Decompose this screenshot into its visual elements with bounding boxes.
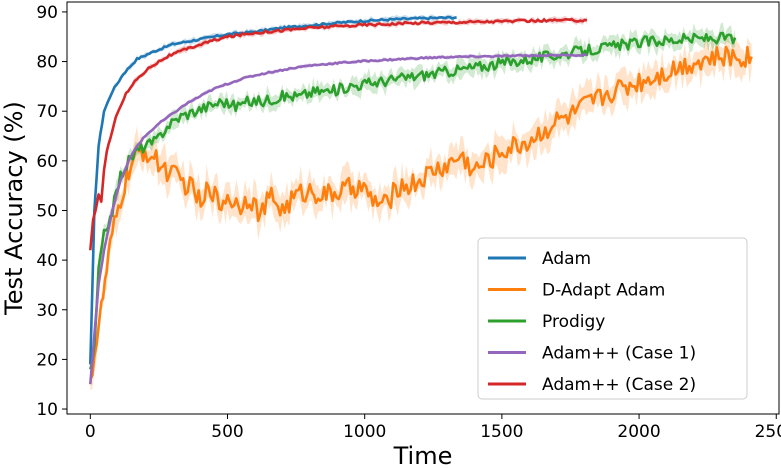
x-tick-label: 2000 [617, 422, 660, 442]
legend: Adam D-Adapt Adam Prodigy Adam++ (Case 1) Ad… [477, 237, 748, 400]
y-axis-label: Test Accuracy (%) [0, 101, 28, 316]
y-tick-label: 80 [36, 53, 58, 73]
legend-label: Adam++ (Case 2) [542, 375, 696, 395]
series-line [89, 15, 457, 365]
x-tick-label: 1500 [480, 422, 523, 442]
legend-box [477, 237, 748, 400]
legend-label: Adam [542, 249, 591, 269]
x-tick-label: 1000 [343, 422, 386, 442]
y-tick-label: 70 [36, 102, 58, 122]
x-tick-label: 0 [85, 422, 96, 442]
x-axis-label: Time [393, 442, 453, 468]
legend-label: Prodigy [542, 312, 605, 332]
series-line [89, 17, 588, 251]
y-tick-label: 90 [36, 3, 58, 23]
legend-label: D-Adapt Adam [542, 281, 665, 301]
x-tick-label: 500 [211, 422, 243, 442]
series-lines [89, 15, 753, 385]
series-line [89, 31, 737, 370]
y-tick-label: 20 [36, 350, 58, 370]
y-tick-label: 40 [36, 251, 58, 271]
x-tick-label: 2500 [755, 422, 781, 442]
legend-label: Adam++ (Case 1) [542, 344, 696, 364]
x-axis-ticks: 0 500 1000 1500 2000 2500 [85, 414, 781, 442]
y-axis-ticks: 10 20 30 40 50 60 70 80 90 [36, 3, 67, 420]
y-tick-label: 60 [36, 152, 58, 172]
y-tick-label: 50 [36, 201, 58, 221]
plot-frame [66, 1, 780, 415]
y-tick-label: 30 [36, 301, 58, 321]
y-tick-label: 10 [36, 400, 58, 420]
series-line [89, 45, 753, 380]
series-line [89, 53, 588, 385]
